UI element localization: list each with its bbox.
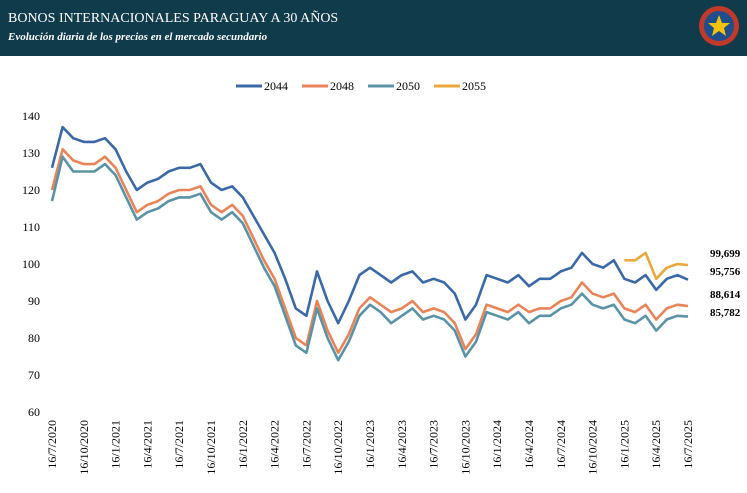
- x-tick-label: 16/4/2025: [649, 420, 663, 469]
- y-tick-label: 120: [22, 183, 40, 197]
- end-value-label: 95,756: [710, 266, 741, 278]
- x-tick-label: 16/10/2021: [204, 420, 218, 475]
- y-tick-label: 130: [22, 146, 40, 160]
- x-tick-label: 16/10/2020: [77, 420, 91, 475]
- y-tick-label: 70: [28, 368, 40, 382]
- x-tick-label: 16/7/2023: [427, 420, 441, 469]
- x-tick-label: 16/1/2024: [490, 420, 504, 469]
- end-value-label: 99,699: [710, 248, 741, 260]
- x-tick-label: 16/1/2025: [617, 420, 631, 469]
- y-tick-label: 100: [22, 257, 40, 271]
- legend-label: 2044: [264, 79, 288, 93]
- x-tick-label: 16/1/2023: [363, 420, 377, 469]
- y-tick-label: 110: [22, 220, 40, 234]
- x-tick-label: 16/7/2020: [45, 420, 59, 469]
- chart-title: BONOS INTERNACIONALES PARAGUAY A 30 AÑOS: [8, 10, 338, 26]
- y-tick-label: 90: [28, 294, 40, 308]
- series-line: [50, 125, 689, 325]
- x-tick-label: 16/4/2022: [268, 420, 282, 469]
- emblem: [699, 6, 739, 46]
- x-tick-label: 16/7/2021: [172, 420, 186, 469]
- end-value-label: 88,614: [710, 289, 741, 301]
- x-tick-label: 16/7/2025: [681, 420, 695, 469]
- legend-label: 2055: [462, 79, 486, 93]
- x-tick-label: 16/10/2023: [458, 420, 472, 475]
- x-tick-label: 16/4/2023: [395, 420, 409, 469]
- y-tick-label: 80: [28, 331, 40, 345]
- x-tick-label: 16/4/2024: [522, 420, 536, 469]
- x-tick-label: 16/10/2022: [331, 420, 345, 475]
- x-tick-label: 16/1/2022: [236, 420, 250, 469]
- legend-label: 2048: [330, 79, 354, 93]
- series-line: [50, 155, 689, 362]
- x-tick-label: 16/4/2021: [140, 420, 154, 469]
- x-tick-label: 16/1/2021: [109, 420, 123, 469]
- end-value-label: 85,782: [710, 307, 741, 319]
- legend-label: 2050: [396, 79, 420, 93]
- series-line: [50, 148, 689, 355]
- y-tick-label: 60: [28, 405, 40, 419]
- x-tick-label: 16/7/2024: [554, 420, 568, 469]
- x-tick-label: 16/7/2022: [299, 420, 313, 469]
- chart-subtitle: Evolución diaria de los precios en el me…: [7, 31, 268, 43]
- x-tick-label: 16/10/2024: [586, 420, 600, 475]
- series-line: [624, 251, 689, 281]
- header-banner: [0, 0, 747, 56]
- y-tick-label: 140: [22, 109, 40, 123]
